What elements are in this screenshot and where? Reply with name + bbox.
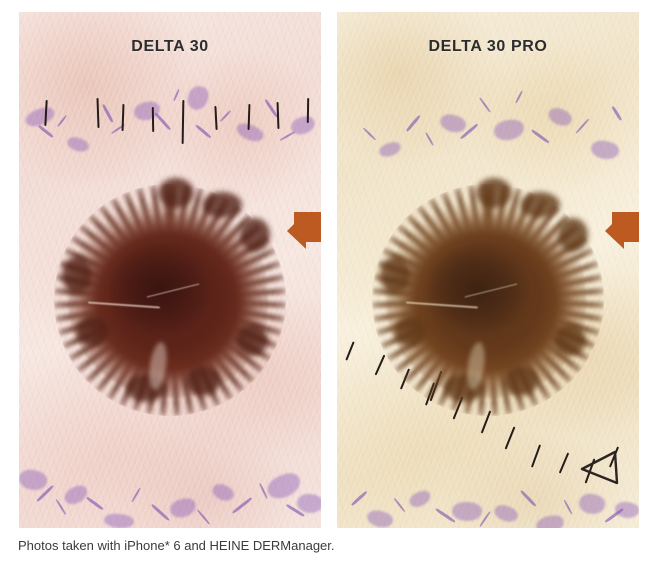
photo-panel-delta-30[interactable]: DELTA 30 — [19, 12, 321, 528]
arrow-marker-left — [284, 209, 324, 251]
panel-label-delta-30: DELTA 30 — [131, 38, 209, 55]
panel-label-delta-30-pro: DELTA 30 PRO — [428, 38, 548, 55]
skin-lesion-left — [54, 178, 286, 416]
arrow-marker-right — [602, 209, 642, 251]
skin-lesion-right — [372, 178, 604, 416]
triangle-marker-icon — [579, 448, 623, 486]
photo-panel-delta-30-pro[interactable]: DELTA 30 PRO — [337, 12, 639, 528]
figure-caption: Photos taken with iPhone* 6 and HEINE DE… — [18, 538, 335, 553]
